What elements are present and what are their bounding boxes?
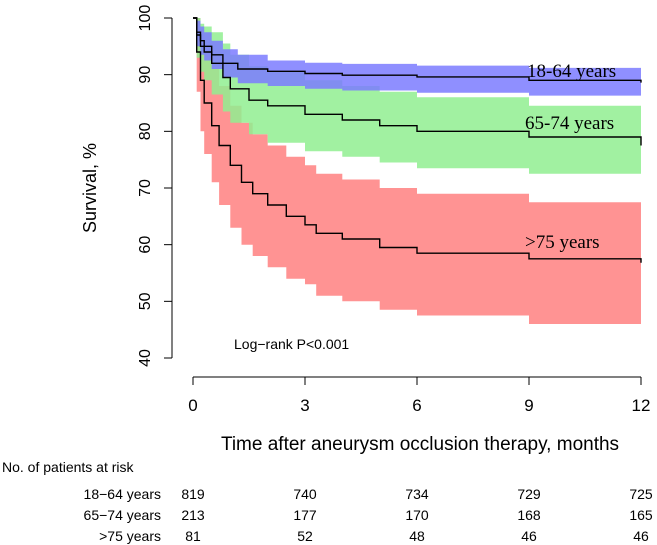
x-ticks: 0 3 6 9 12 — [188, 377, 650, 415]
x-tick-label: 6 — [412, 396, 421, 415]
x-tick-label: 0 — [188, 396, 197, 415]
risk-table-title: No. of patients at risk — [2, 459, 135, 475]
y-axis-label: Survival, % — [80, 143, 100, 233]
risk-table: 18−64 years 819 740 734 729 725 65−74 years 213… — [84, 486, 653, 544]
risk-cell: 81 — [185, 528, 201, 544]
risk-cell: 52 — [297, 528, 313, 544]
y-tick-label: 40 — [137, 349, 154, 367]
series-label-75plus: >75 years — [525, 232, 600, 253]
risk-row-label: 65−74 years — [84, 507, 161, 523]
x-tick-label: 12 — [632, 396, 651, 415]
y-tick-label: 60 — [137, 236, 154, 254]
risk-cell: 46 — [521, 528, 537, 544]
risk-cell: 819 — [181, 486, 205, 502]
risk-cell: 734 — [405, 486, 429, 502]
risk-cell: 170 — [405, 507, 429, 523]
risk-cell: 177 — [293, 507, 317, 523]
band-2 — [193, 18, 641, 327]
curve-2 — [193, 17, 642, 263]
y-tick-label: 90 — [137, 66, 154, 84]
series-label-18-64: 18-64 years — [527, 61, 616, 82]
risk-cell: 729 — [517, 486, 541, 502]
y-ticks: 40 50 60 70 80 90 100 — [137, 5, 172, 367]
risk-cell: 213 — [181, 507, 205, 523]
risk-row-label: >75 years — [99, 528, 161, 544]
y-tick-label: 70 — [137, 179, 154, 197]
risk-cell: 168 — [517, 507, 541, 523]
band-1 — [193, 18, 641, 183]
risk-cell: 725 — [629, 486, 653, 502]
y-tick-label: 100 — [137, 5, 154, 32]
x-tick-label: 3 — [300, 396, 309, 415]
x-axis-label: Time after aneurysm occlusion therapy, m… — [221, 434, 619, 455]
y-tick-label: 50 — [137, 292, 154, 310]
risk-cell: 48 — [409, 528, 425, 544]
y-tick-label: 80 — [137, 122, 154, 140]
series-label-65-74: 65-74 years — [525, 113, 614, 134]
logrank-annotation: Log−rank P<0.001 — [234, 336, 349, 352]
x-tick-label: 9 — [524, 396, 533, 415]
curve-1 — [193, 17, 642, 146]
risk-cell: 740 — [293, 486, 317, 502]
survival-curves — [193, 17, 642, 263]
risk-row-label: 18−64 years — [84, 486, 161, 502]
risk-cell: 165 — [629, 507, 653, 523]
risk-cell: 46 — [633, 528, 649, 544]
